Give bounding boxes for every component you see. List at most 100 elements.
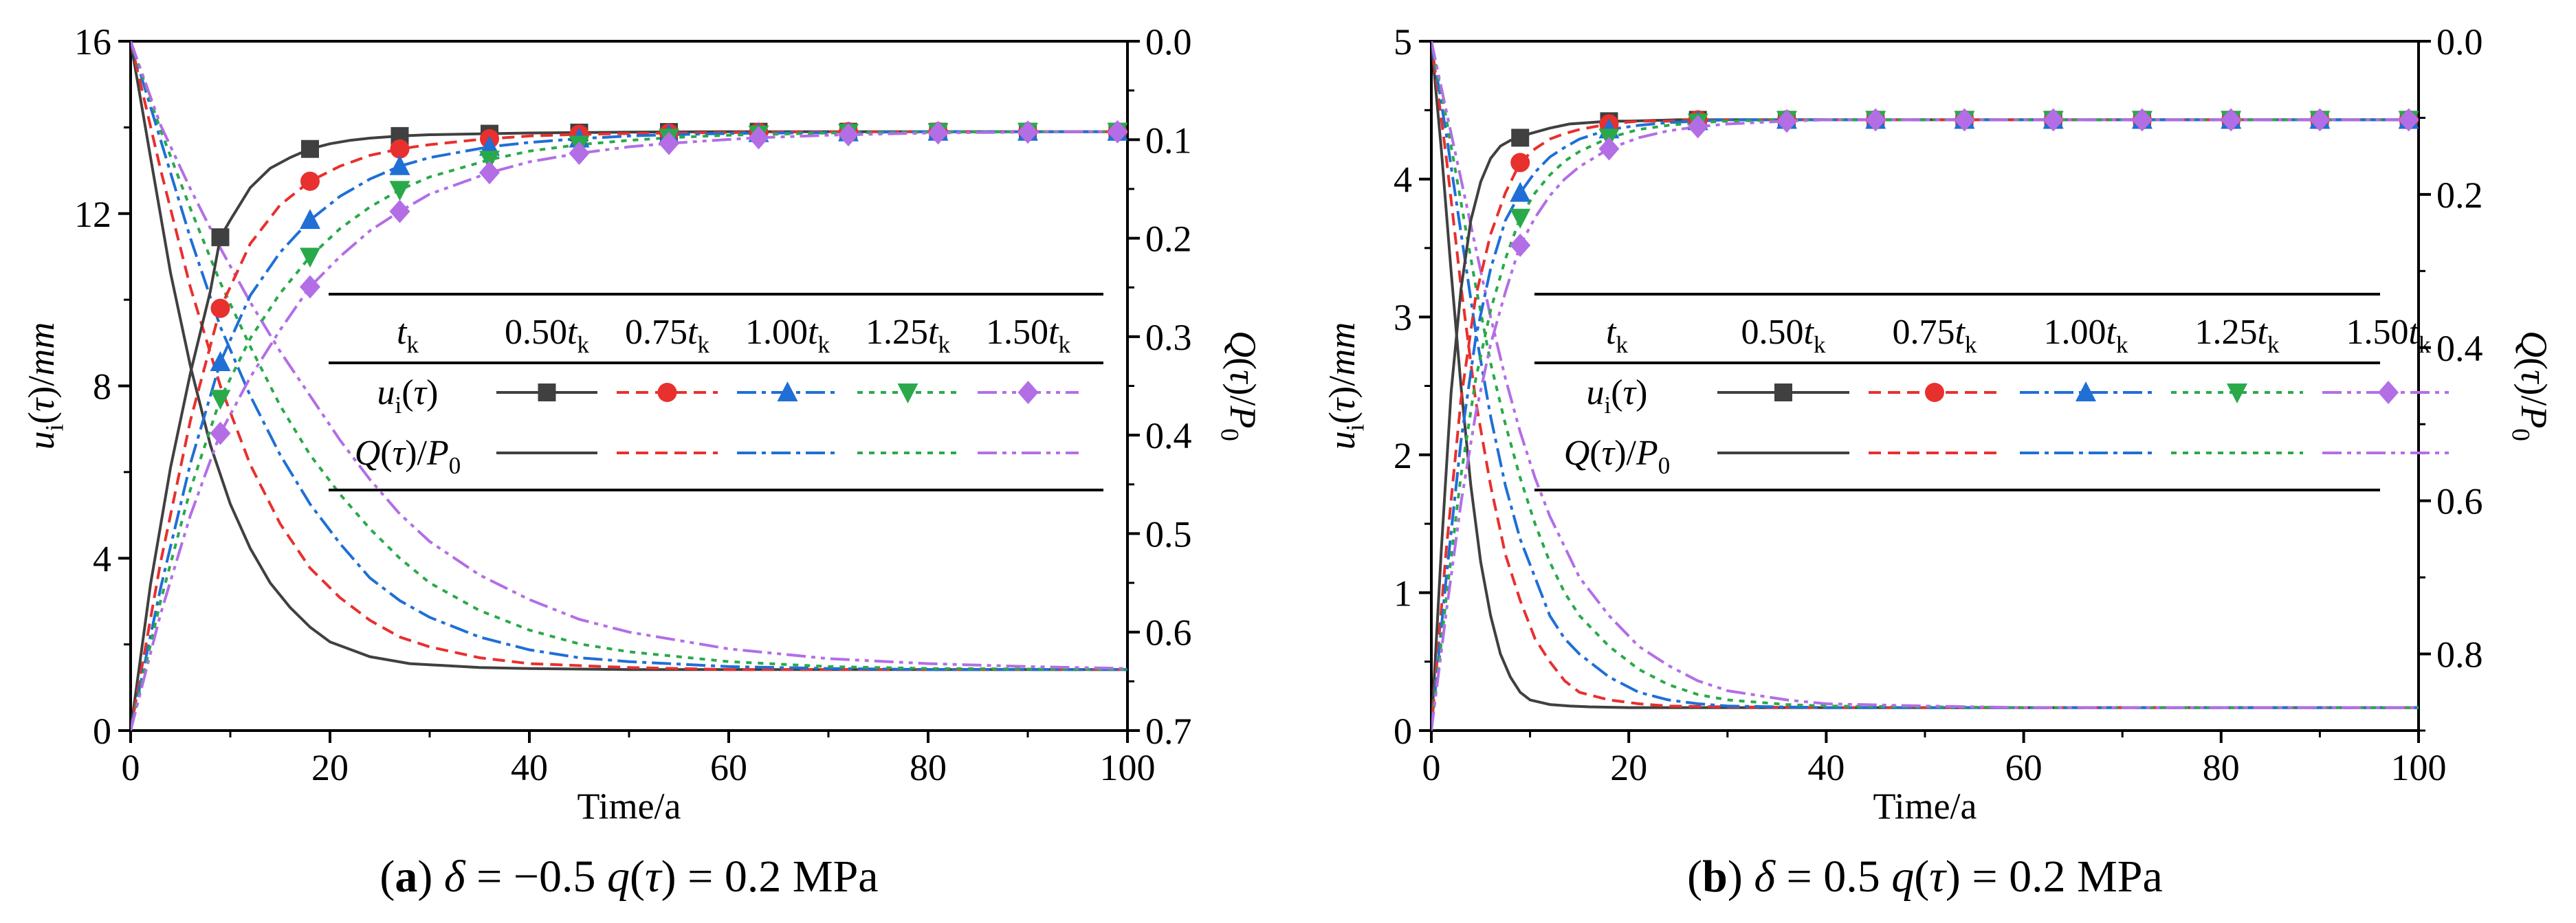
u-marker-1.25t_k — [1017, 120, 1038, 144]
q-series-line-0.75t_k — [1431, 41, 2419, 709]
y-left-axis-label: ui​(τ)/mm — [21, 322, 69, 450]
u-series-line-1.25t_k — [131, 130, 1127, 731]
u-marker-t_k — [301, 140, 319, 158]
x-tick-label: 0 — [122, 747, 140, 788]
y-left-tick-label: 4 — [93, 538, 111, 579]
u-marker-1.25t_k — [927, 121, 949, 145]
y-right-tick-label: 0.2 — [2436, 175, 2483, 216]
u-marker-1.00t_k — [300, 247, 320, 268]
u-marker-1.00t_k — [479, 151, 500, 171]
u-marker-1.25t_k — [2309, 108, 2331, 132]
x-tick-label: 100 — [2391, 747, 2447, 788]
y-right-tick-label: 0.5 — [1145, 513, 1192, 555]
y-right-tick-label: 0.0 — [1145, 21, 1192, 63]
u-marker-1.25t_k — [1954, 108, 1975, 132]
panel-caption: (a) δ = −0.5 q(τ) = 0.2 MPa — [379, 852, 878, 902]
legend-u-marker-0.50t_k — [657, 383, 677, 402]
q-series-line-0.50t_k — [131, 41, 1127, 671]
y-right-tick-label: 0.1 — [1145, 120, 1192, 161]
u-marker-0.50t_k — [390, 139, 410, 159]
legend-u-marker-0.50t_k — [1925, 383, 1944, 402]
u-marker-0.75t_k — [479, 135, 500, 156]
y-left-tick-label: 3 — [1394, 297, 1412, 338]
x-axis-label: Time/a — [1873, 786, 1977, 827]
y-left-axis-label: ui​(τ)/mm — [1321, 322, 1370, 450]
y-left-tick-label: 2 — [1394, 435, 1412, 476]
legend-u-marker-t_k — [538, 383, 556, 401]
y-right-tick-label: 0.0 — [2436, 21, 2483, 63]
x-axis-label: Time/a — [577, 786, 681, 827]
legend-label-u: ui​(τ) — [377, 373, 438, 419]
x-tick-label: 20 — [311, 747, 349, 788]
q-series-line-t_k — [131, 41, 1127, 671]
u-marker-1.25t_k — [1510, 233, 1531, 257]
u-series-line-0.75t_k — [131, 130, 1127, 731]
plot-frame — [129, 40, 1129, 732]
legend-u-marker-1.25t_k — [2378, 381, 2399, 404]
legend-header-0.50t_k: 0.50tk​ — [505, 313, 589, 358]
u-marker-1.25t_k — [1687, 115, 1708, 139]
u-marker-0.75t_k — [389, 155, 410, 175]
x-tick-label: 80 — [2203, 747, 2240, 788]
q-series-line-0.50t_k — [1431, 41, 2419, 709]
u-marker-1.25t_k — [479, 161, 500, 185]
u-marker-0.50t_k — [210, 298, 230, 318]
u-series-line-0.50t_k — [1431, 118, 2419, 731]
x-tick-label: 60 — [710, 747, 747, 788]
q-series-line-0.75t_k — [131, 41, 1127, 671]
u-marker-1.00t_k — [210, 390, 231, 410]
u-marker-1.25t_k — [748, 126, 769, 150]
u-series-line-1.00t_k — [1431, 118, 2419, 731]
x-tick-label: 40 — [511, 747, 548, 788]
u-marker-1.25t_k — [2043, 108, 2064, 132]
legend-label-q: Q(τ)/P0​ — [1564, 434, 1671, 479]
legend-header-0.75t_k: 0.75tk​ — [1893, 313, 1977, 358]
u-marker-1.25t_k — [300, 275, 320, 299]
y-right-axis-label: Q(τ)/P0​ — [2507, 331, 2555, 441]
y-right-axis-label: Q(τ)/P0​ — [1215, 331, 1264, 441]
panel-a: 0 20 40 60 80 100 0 4 8 12 16 0.0 0.1 0.2 0.3 0.4 0.5 0.6… — [21, 21, 1264, 902]
x-tick-label: 80 — [910, 747, 947, 788]
u-series-line-1.25t_k — [1431, 118, 2419, 731]
u-marker-0.75t_k — [1510, 181, 1531, 202]
legend-header-1.00t_k: 1.00tk​ — [2044, 313, 2128, 358]
legend-u-marker-0.75t_k — [777, 381, 798, 401]
panel-b: 0 20 40 60 80 100 0 1 2 3 4 5 0.0 0.2 0.4 0.6 0.8 Time/a u… — [1321, 21, 2555, 902]
u-marker-1.25t_k — [1107, 120, 1127, 144]
u-marker-1.25t_k — [2398, 108, 2419, 132]
u-marker-1.25t_k — [2221, 108, 2242, 132]
u-series-line-t_k — [1431, 118, 2419, 731]
x-tick-label: 0 — [1422, 747, 1441, 788]
q-series-line-1.00t_k — [1431, 41, 2419, 709]
y-left-tick-label: 4 — [1394, 159, 1412, 201]
u-marker-1.00t_k — [389, 181, 410, 201]
u-series-line-0.50t_k — [131, 130, 1127, 731]
y-left-tick-label: 16 — [74, 21, 111, 63]
y-right-tick-label: 0.7 — [1145, 711, 1192, 752]
legend-u-marker-1.00t_k — [2227, 383, 2247, 403]
u-marker-1.25t_k — [2131, 108, 2153, 132]
y-left-tick-label: 0 — [1394, 711, 1412, 752]
x-tick-label: 100 — [1100, 747, 1156, 788]
legend-u-marker-0.75t_k — [2076, 381, 2096, 401]
legend-label-u: ui​(τ) — [1586, 373, 1647, 419]
plot-area — [1431, 41, 2419, 731]
legend-label-q: Q(τ)/P0​ — [355, 434, 461, 479]
y-right-tick-label: 0.3 — [1145, 317, 1192, 358]
q-series-line-1.00t_k — [131, 41, 1127, 671]
u-series-line-1.00t_k — [131, 130, 1127, 731]
legend: tk​ 0.50tk​ 0.75tk​ 1.00tk​ 1.25tk​ 1.50tk​ ui… — [1534, 293, 2454, 491]
u-marker-1.25t_k — [1865, 108, 1886, 132]
q-series-line-1.25t_k — [131, 41, 1127, 670]
legend-header-0.75t_k: 0.75tk​ — [625, 313, 709, 358]
u-marker-1.00t_k — [1510, 208, 1531, 229]
u-marker-0.75t_k — [210, 351, 231, 372]
legend-header-0.50t_k: 0.50tk​ — [1741, 313, 1826, 358]
u-marker-0.50t_k — [300, 171, 320, 191]
legend-header-t_k: tk​ — [1606, 313, 1628, 358]
u-marker-1.25t_k — [210, 421, 231, 445]
legend: tk​ 0.50tk​ 0.75tk​ 1.00tk​ 1.25tk​ 1.50tk​ ui… — [329, 293, 1103, 491]
u-marker-1.25t_k — [1776, 109, 1797, 133]
plot-area — [131, 41, 1127, 731]
